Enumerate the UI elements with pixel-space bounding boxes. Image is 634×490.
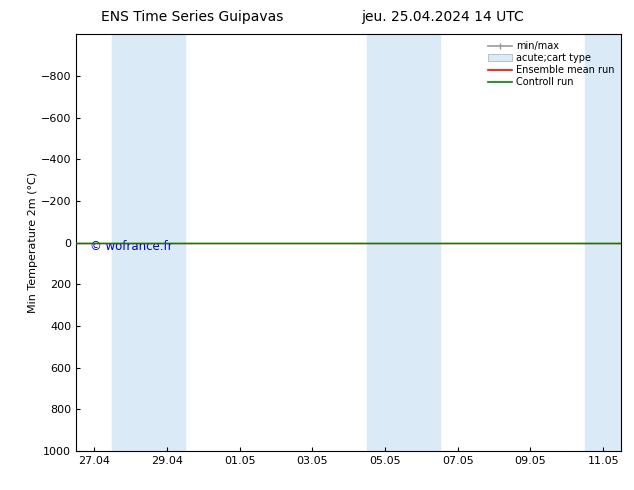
Bar xyxy=(585,34,621,451)
Text: © wofrance.fr: © wofrance.fr xyxy=(90,241,172,253)
Bar xyxy=(367,34,439,451)
Text: jeu. 25.04.2024 14 UTC: jeu. 25.04.2024 14 UTC xyxy=(361,10,524,24)
Bar xyxy=(112,34,185,451)
Legend: min/max, acute;cart type, Ensemble mean run, Controll run: min/max, acute;cart type, Ensemble mean … xyxy=(486,39,616,89)
Y-axis label: Min Temperature 2m (°C): Min Temperature 2m (°C) xyxy=(28,172,38,313)
Text: ENS Time Series Guipavas: ENS Time Series Guipavas xyxy=(101,10,284,24)
